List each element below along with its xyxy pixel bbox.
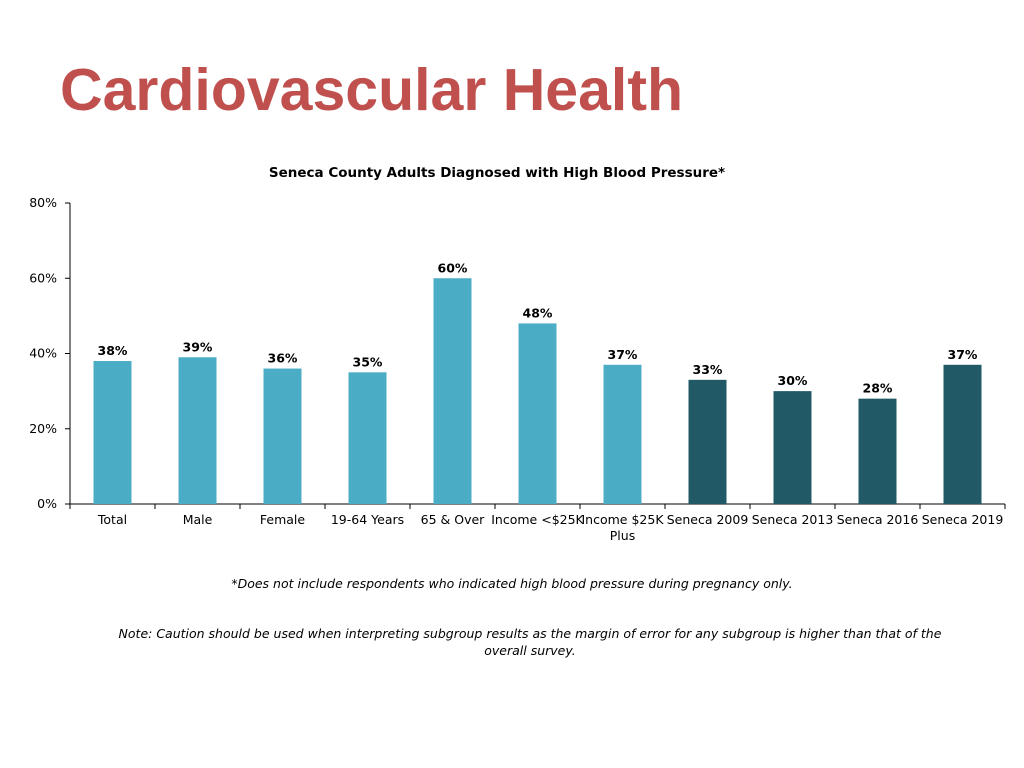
x-tick-label: Income $25K: [581, 512, 664, 527]
data-label: 60%: [438, 260, 468, 275]
x-tick-label: Male: [183, 512, 213, 527]
footnote: *Does not include respondents who indica…: [231, 576, 793, 591]
bar: [263, 368, 302, 504]
bar: [603, 364, 642, 504]
data-label: 33%: [693, 362, 723, 377]
bar: [773, 391, 812, 504]
data-label: 35%: [353, 354, 383, 369]
y-tick-label: 80%: [29, 195, 57, 210]
bars: [93, 278, 982, 504]
bar: [348, 372, 387, 504]
x-tick-label: Income <$25K: [491, 512, 584, 527]
data-label: 39%: [183, 339, 213, 354]
subgroup-caution-note: Note: Caution should be used when interp…: [118, 626, 942, 658]
x-tick-label: Seneca 2013: [752, 512, 834, 527]
x-tick-label: Total: [97, 512, 127, 527]
bar: [178, 357, 217, 504]
data-label: 28%: [863, 381, 893, 396]
chart-title: Seneca County Adults Diagnosed with High…: [269, 165, 725, 181]
x-tick-label: Female: [260, 512, 306, 527]
x-tick-label: Seneca 2019: [922, 512, 1004, 527]
x-tick-label: 19-64 Years: [331, 512, 404, 527]
bar: [518, 323, 557, 504]
x-tick-label: Seneca 2009: [667, 512, 749, 527]
bar: [858, 398, 897, 504]
data-label: 30%: [778, 373, 808, 388]
data-label: 48%: [523, 305, 553, 320]
data-label: 37%: [608, 347, 638, 362]
data-labels: 38% 39% 36% 35% 60% 48% 37% 33% 30% 28% 37%: [98, 260, 978, 395]
x-tick-label: Plus: [610, 528, 635, 543]
x-tick-label: 65 & Over: [421, 512, 486, 527]
y-axis: 0% 20% 40% 60% 80%: [29, 195, 71, 511]
bar: [943, 364, 982, 504]
bar: [433, 278, 472, 504]
x-tick-label: Seneca 2016: [837, 512, 919, 527]
data-label: 36%: [268, 351, 298, 366]
y-tick-label: 60%: [29, 270, 57, 285]
y-tick-label: 0%: [37, 496, 57, 511]
bar: [93, 361, 132, 504]
y-tick-label: 20%: [29, 421, 57, 436]
data-label: 37%: [948, 347, 978, 362]
x-axis: Total Male Female 19-64 Years 65 & Over Incom…: [69, 503, 1006, 543]
data-label: 38%: [98, 343, 128, 358]
page-title: Cardiovascular Health: [60, 57, 684, 123]
y-tick-label: 40%: [29, 346, 57, 361]
bar: [688, 379, 727, 504]
